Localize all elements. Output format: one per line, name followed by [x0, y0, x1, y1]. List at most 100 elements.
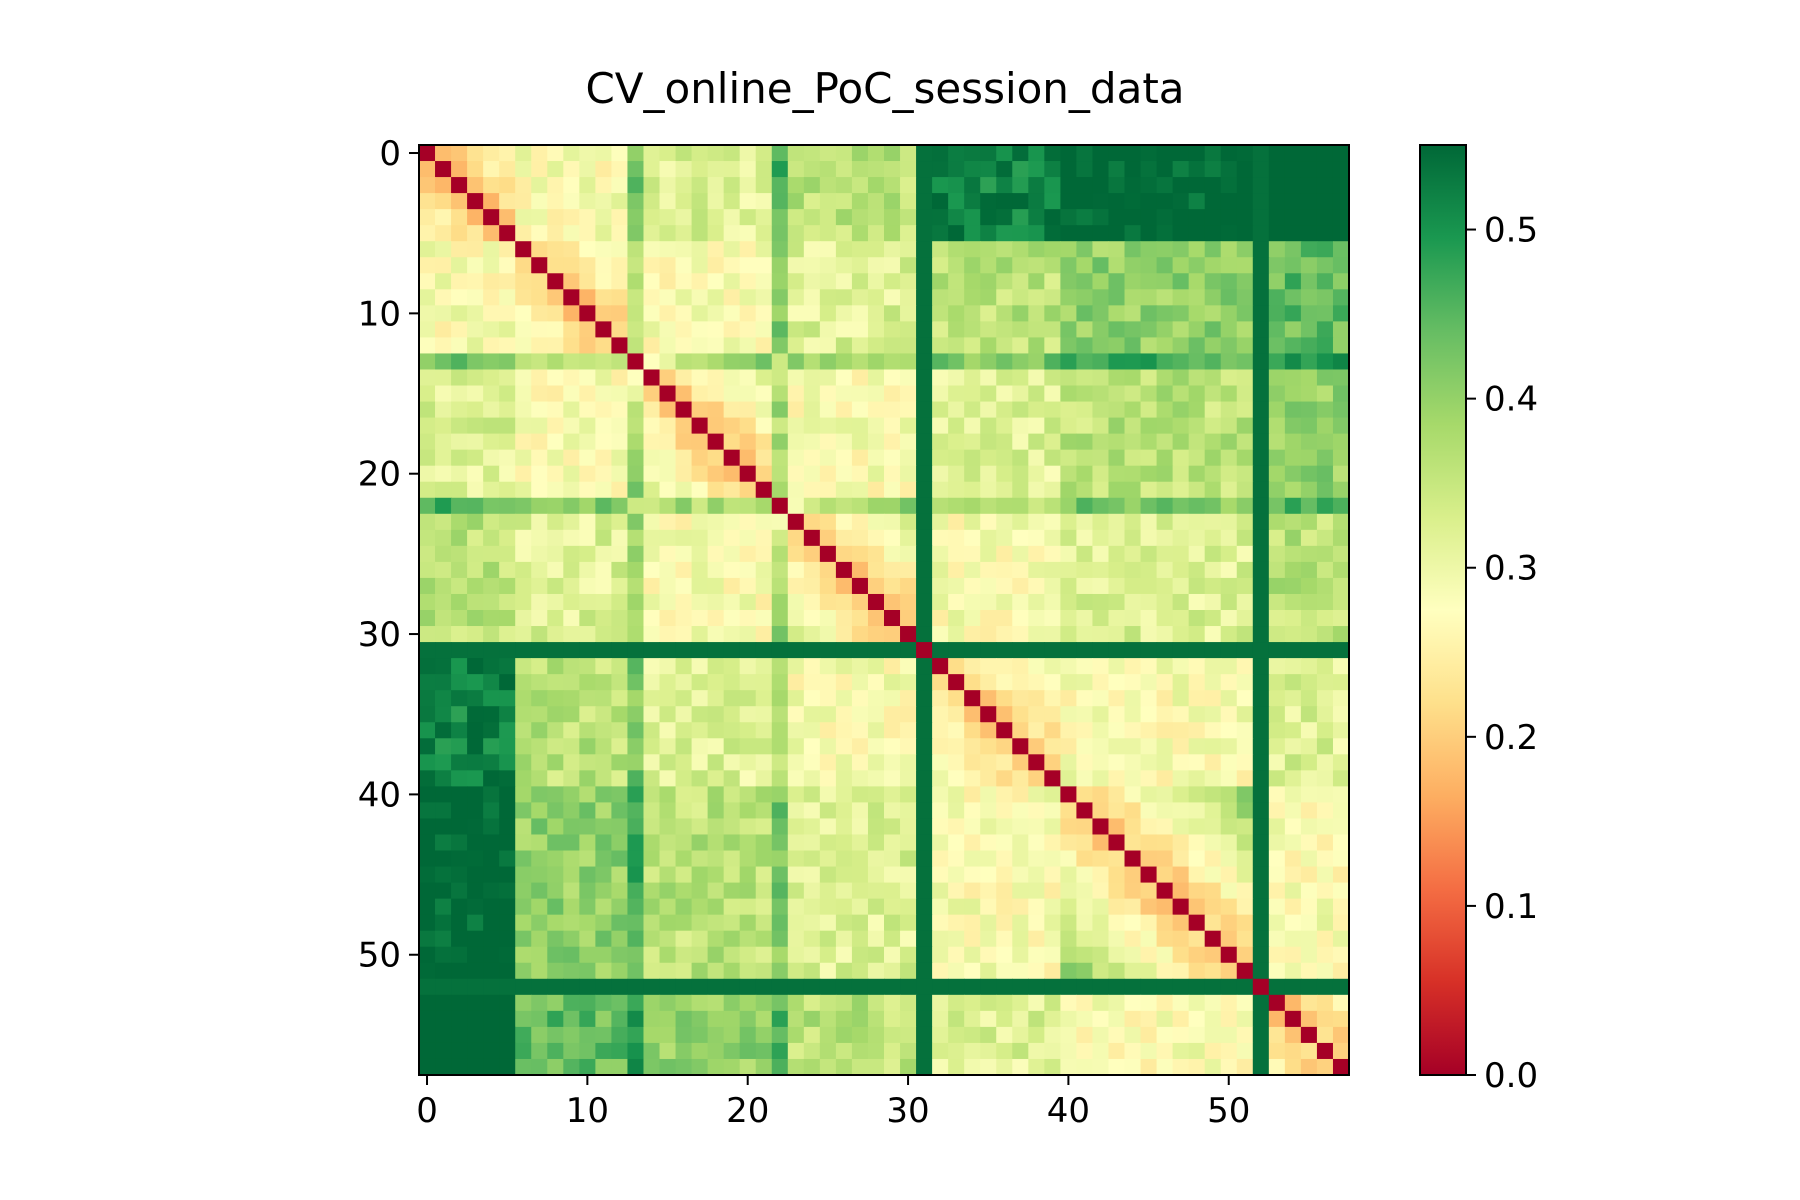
heat-cell [531, 1042, 548, 1060]
heat-cell [1172, 193, 1190, 210]
heat-cell [1236, 369, 1254, 387]
heat-cell [595, 433, 613, 451]
heat-cell [884, 241, 901, 258]
heat-cell [1300, 754, 1318, 771]
heat-cell [611, 465, 629, 483]
heat-cell [948, 850, 965, 868]
heat-cell [1044, 914, 1061, 932]
heat-cell [675, 145, 693, 162]
heat-cell [980, 1058, 997, 1076]
heat-cell [980, 577, 997, 595]
heat-cell [1236, 850, 1254, 868]
heat-cell [1012, 257, 1029, 274]
heat-cell [1156, 610, 1174, 627]
heat-cell [1268, 626, 1286, 643]
heat-cell [1108, 802, 1126, 820]
heat-cell [1092, 241, 1110, 258]
heat-cell [1204, 1010, 1222, 1028]
heat-cell [771, 545, 789, 563]
heat-cell [1044, 930, 1061, 948]
heat-cell [1140, 337, 1158, 355]
heat-cell [1252, 706, 1270, 723]
heat-cell [1220, 385, 1238, 403]
heat-cell [884, 433, 901, 451]
heat-cell [579, 866, 596, 884]
heat-cell [547, 818, 564, 836]
heat-cell [691, 1042, 709, 1060]
heat-cell [851, 706, 869, 723]
heat-cell [755, 930, 773, 948]
heat-cell [595, 770, 613, 787]
heat-cell [723, 593, 741, 611]
heat-cell [1124, 898, 1142, 916]
heat-cell [771, 754, 789, 771]
heat-cell [1060, 722, 1078, 739]
heat-cell [916, 577, 933, 595]
heat-cell [515, 593, 532, 611]
heat-cell [771, 850, 789, 868]
heat-cell [1108, 401, 1126, 419]
heat-cell [900, 722, 917, 739]
heat-cell [723, 401, 741, 419]
heat-cell [1156, 866, 1174, 884]
heat-cell [1332, 273, 1350, 290]
heat-cell [707, 481, 725, 499]
heat-cell [563, 722, 580, 739]
heat-cell [996, 946, 1013, 964]
heat-cell [627, 449, 645, 467]
heat-cell [419, 481, 436, 499]
heat-cell [1300, 177, 1318, 194]
heat-cell [707, 305, 725, 322]
heat-cell [1140, 626, 1158, 643]
heat-cell [1268, 369, 1286, 387]
heat-cell [1060, 321, 1078, 339]
heat-cell [547, 994, 564, 1012]
heat-cell [627, 529, 645, 547]
heat-cell [996, 209, 1013, 226]
heat-cell [1172, 754, 1190, 771]
heat-cell [867, 962, 885, 980]
heat-cell [1236, 177, 1254, 194]
heat-cell [611, 962, 629, 980]
heat-cell [739, 802, 757, 820]
heat-cell [787, 529, 805, 547]
heat-cell [1236, 481, 1254, 499]
heat-cell [1268, 321, 1286, 339]
heat-cell [499, 770, 516, 787]
heat-cell [563, 818, 580, 836]
heat-cell [787, 658, 805, 675]
heat-cell [803, 593, 821, 611]
heat-cell [1236, 337, 1254, 355]
heat-cell [851, 690, 869, 707]
heat-cell [980, 898, 997, 916]
heat-cell [515, 305, 532, 322]
heat-cell [1236, 610, 1254, 627]
heat-cell [579, 1026, 596, 1044]
heat-cell [579, 610, 596, 627]
heat-cell [916, 882, 933, 900]
heat-cell [1140, 802, 1158, 820]
heat-cell [435, 818, 452, 836]
heat-cell [932, 481, 949, 499]
heat-cell [1108, 369, 1126, 387]
heat-cell [1092, 978, 1110, 996]
heat-cell [1188, 497, 1206, 515]
heat-cell [1012, 914, 1029, 932]
heat-cell [900, 225, 917, 242]
heat-cell [707, 273, 725, 290]
heat-cell [1172, 674, 1190, 691]
heat-cell [627, 481, 645, 499]
heat-cell [1300, 353, 1318, 371]
heat-cell [787, 786, 805, 804]
heat-cell [1220, 561, 1238, 579]
heat-cell [1140, 882, 1158, 900]
heat-cell [1236, 241, 1254, 258]
heat-cell [819, 802, 837, 820]
heat-cell [451, 593, 468, 611]
heat-cell [723, 674, 741, 691]
heat-cell [1300, 497, 1318, 515]
heat-cell [884, 417, 901, 435]
heat-cell [932, 433, 949, 451]
heat-cell [723, 930, 741, 948]
heat-cell [932, 994, 949, 1012]
